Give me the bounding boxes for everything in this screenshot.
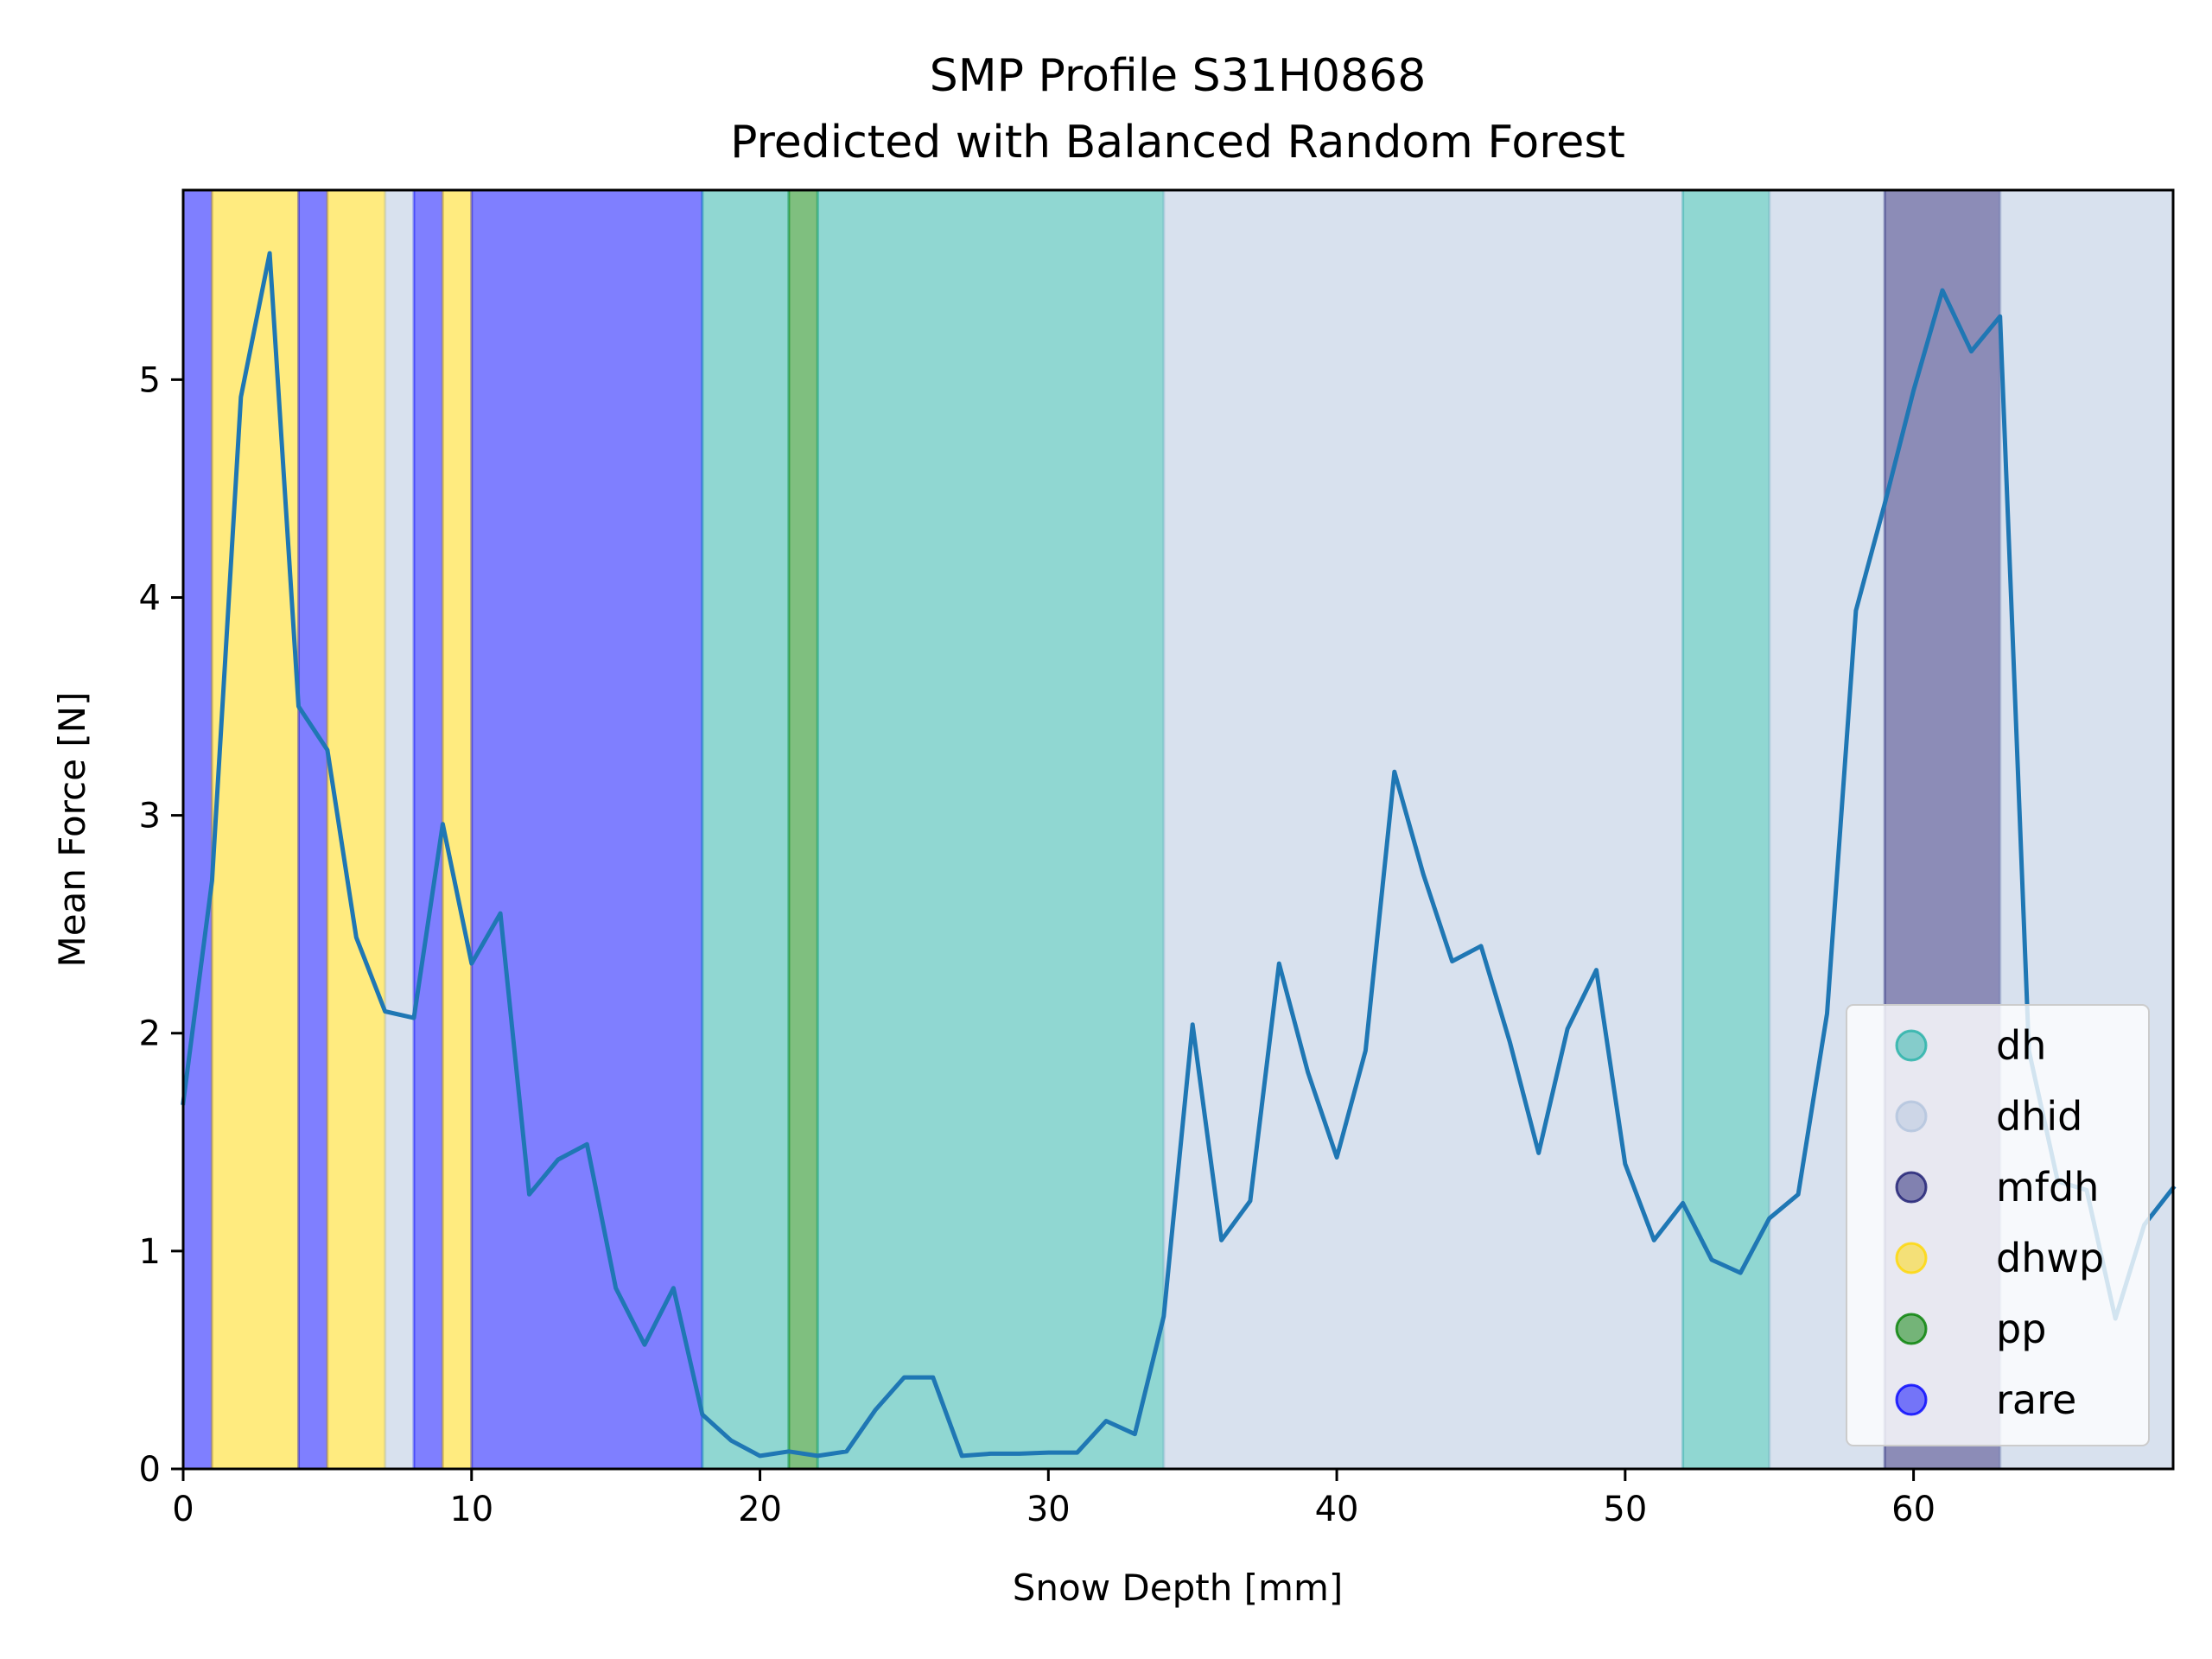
y-tick-label: 2 [139, 1014, 161, 1054]
legend-marker-pp [1895, 1313, 1928, 1345]
legend-label-pp: pp [1996, 1306, 2046, 1352]
y-tick-label: 1 [139, 1232, 161, 1272]
band-pp [787, 188, 819, 1471]
legend-marker-rare [1895, 1383, 1928, 1416]
legend-label-dhwp: dhwp [1996, 1235, 2104, 1281]
series-group [181, 251, 2177, 1459]
x-axis: 0 10 20 30 40 50 60 [172, 1469, 1936, 1529]
chart-subtitle: Predicted with Balanced Random Forest [730, 117, 1625, 168]
x-tick-label: 20 [738, 1490, 782, 1529]
band-dhwp [326, 188, 387, 1471]
y-axis: 0 1 2 3 4 5 [139, 360, 183, 1490]
y-tick-label: 3 [139, 797, 161, 836]
band-dhwp [210, 188, 301, 1471]
y-tick-label: 5 [139, 360, 161, 400]
x-tick-label: 40 [1315, 1490, 1359, 1529]
legend-label-dh: dh [1996, 1022, 2046, 1069]
legend-label-mfdh: mfdh [1996, 1164, 2099, 1211]
x-tick-label: 0 [172, 1490, 194, 1529]
band-rare [181, 188, 213, 1471]
series-line [181, 251, 2177, 1459]
band-rare [470, 188, 704, 1471]
band-dh [1681, 188, 1771, 1471]
y-tick-label: 4 [139, 578, 161, 618]
band-dhwp [441, 188, 474, 1471]
x-tick-label: 50 [1603, 1490, 1647, 1529]
band-dhid [1162, 188, 1685, 1471]
class-bands [181, 188, 2175, 1471]
y-tick-label: 0 [139, 1450, 161, 1490]
legend-marker-dhwp [1895, 1242, 1928, 1274]
band-dh [816, 188, 1166, 1471]
legend: dh dhid mfdh dhwp pp rare [1846, 1004, 2150, 1446]
chart-title: SMP Profile S31H0868 [930, 50, 1427, 102]
band-dh [701, 188, 791, 1471]
band-dhid [384, 188, 416, 1471]
x-axis-label: Snow Depth [mm] [1013, 1567, 1344, 1609]
x-tick-label: 60 [1891, 1490, 1936, 1529]
band-rare [297, 188, 329, 1471]
y-axis-label: Mean Force [N] [51, 692, 93, 968]
band-rare [412, 188, 444, 1471]
x-tick-label: 30 [1027, 1490, 1071, 1529]
legend-label-rare: rare [1996, 1376, 2076, 1423]
legend-marker-mfdh [1895, 1171, 1928, 1204]
legend-marker-dhid [1895, 1100, 1928, 1133]
legend-label-dhid: dhid [1996, 1093, 2082, 1140]
legend-marker-dh [1895, 1029, 1928, 1062]
plot-frame [181, 188, 2175, 1471]
x-tick-label: 10 [449, 1490, 493, 1529]
